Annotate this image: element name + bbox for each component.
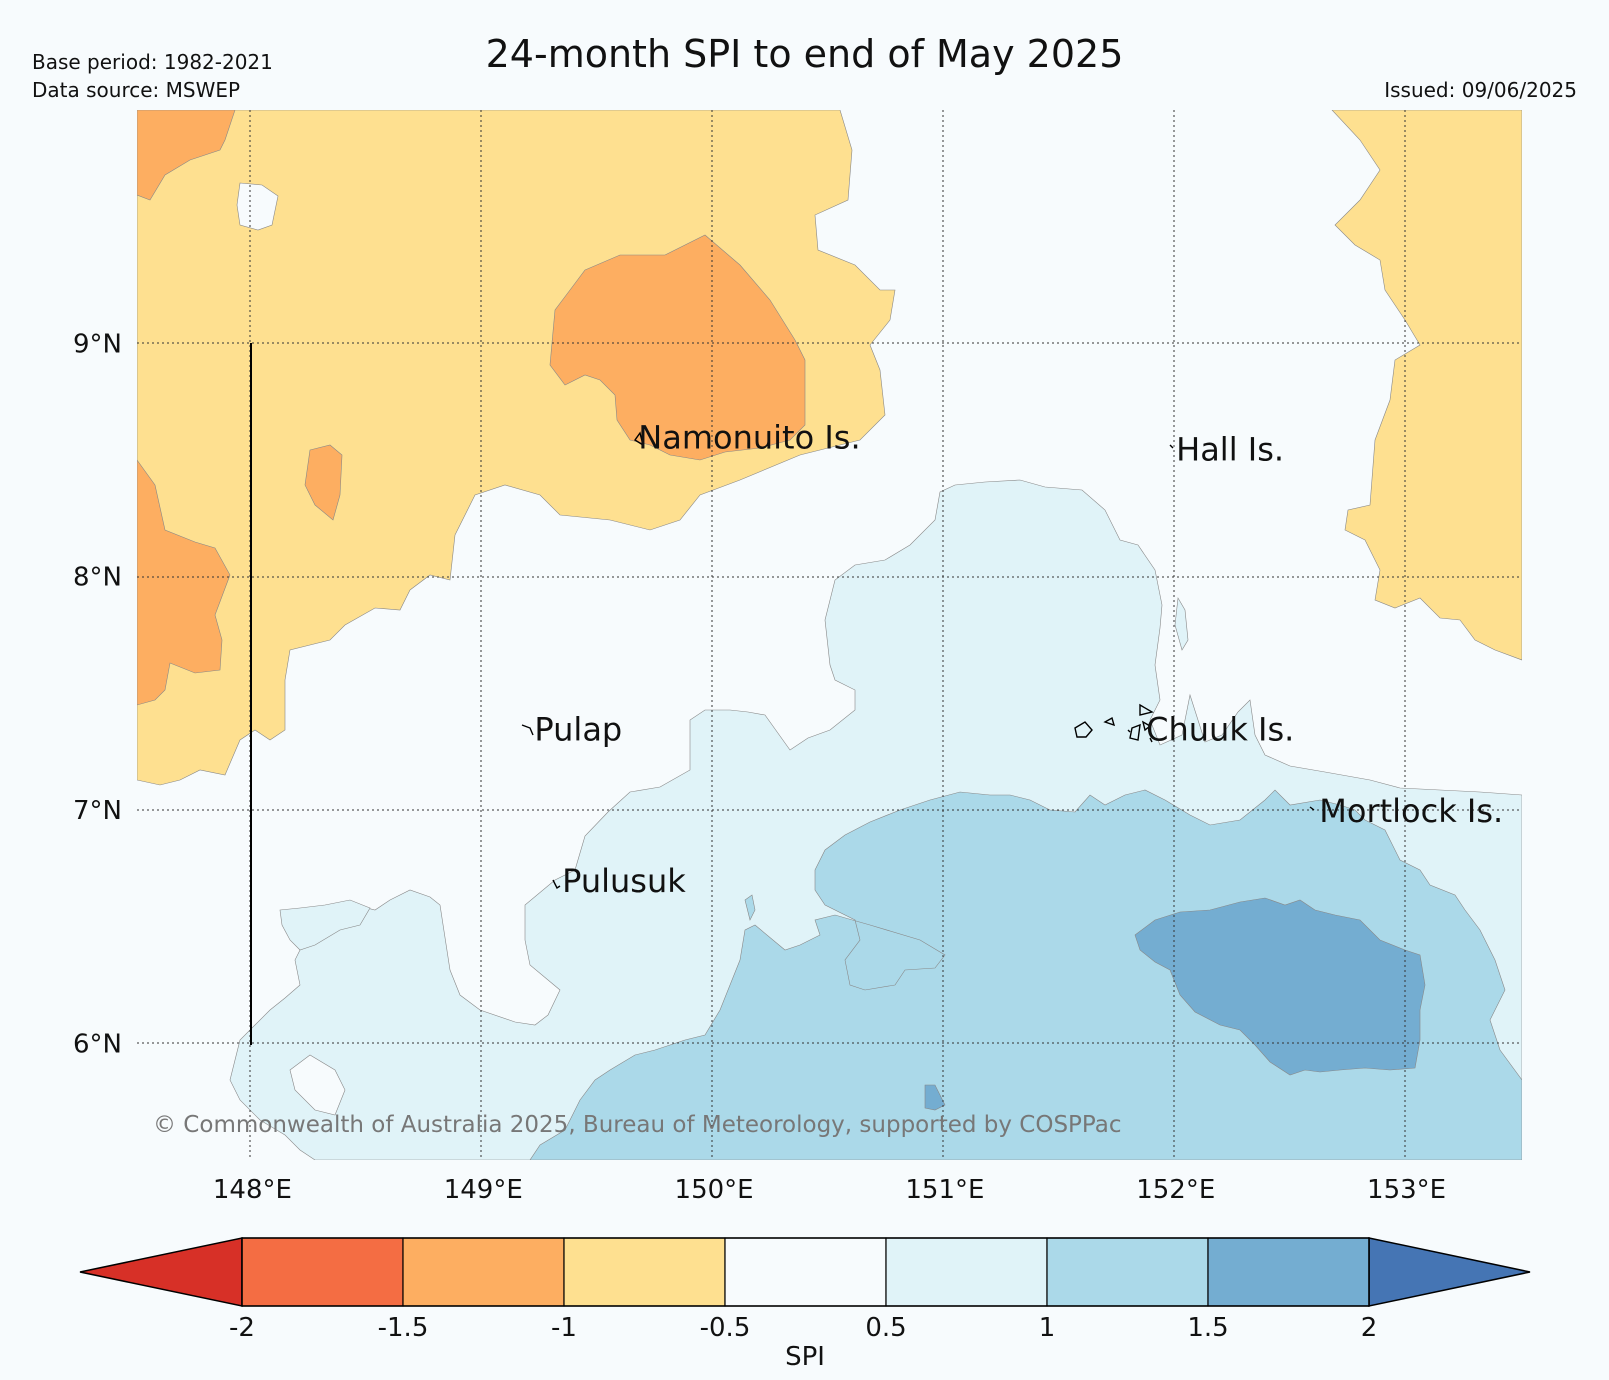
longitude-tick-labels: 148°E 149°E 150°E 151°E 152°E 153°E [213, 1175, 1446, 1205]
colorbar-tick-labels: -2 -1.5 -1 -0.5 0.5 1 1.5 2 [229, 1313, 1377, 1343]
wet-patch-small [1174, 597, 1189, 651]
lon-tick-label: 149°E [444, 1175, 523, 1205]
lon-tick-label: 150°E [675, 1175, 754, 1205]
colorbar-tick-label: -1.5 [378, 1313, 429, 1343]
drier-patch-northwest [137, 110, 236, 201]
spi-contour-layer: © Commonwealth of Australia 2025, Bureau… [137, 110, 1522, 1160]
data-source-note: Data source: MSWEP [32, 78, 241, 102]
lat-tick-label: 6°N [73, 1029, 122, 1059]
lat-tick-label: 7°N [73, 796, 122, 826]
colorbar-tick-label: -2 [229, 1313, 255, 1343]
wettest-area-southeast [1134, 897, 1426, 1076]
wetter-area-south [529, 789, 1522, 1160]
place-label: Hall Is. [1176, 430, 1284, 468]
drier-patch-namonuito [549, 234, 806, 461]
lat-tick-label: 9°N [73, 329, 122, 359]
issued-date: Issued: 09/06/2025 [1384, 78, 1577, 102]
place-label: Mortlock Is. [1319, 792, 1503, 830]
wettest-patch-small [924, 1084, 946, 1111]
colorbar-bins [241, 1237, 1370, 1307]
colorbar-tick-label: 0.5 [865, 1313, 906, 1343]
colorbar-bin [724, 1237, 887, 1307]
colorbar-tick-label: 1.5 [1187, 1313, 1228, 1343]
spi-colorbar: -2 -1.5 -1 -0.5 0.5 1 1.5 2 SPI [79, 1237, 1531, 1372]
base-period-note: Base period: 1982-2021 [32, 50, 273, 74]
copyright-notice: © Commonwealth of Australia 2025, Bureau… [153, 1112, 1122, 1138]
colorbar-under-triangle [79, 1237, 243, 1307]
colorbar-frame [241, 1237, 1370, 1307]
colorbar-bin [1046, 1237, 1209, 1307]
drier-patch-west-1 [304, 444, 343, 521]
map-title: 24-month SPI to end of May 2025 [485, 32, 1124, 76]
latitude-tick-labels: 9°N 8°N 7°N 6°N [73, 329, 122, 1059]
gridlines [137, 110, 1522, 1160]
colorbar-tick-label: 2 [1361, 1313, 1378, 1343]
place-label: Pulusuk [562, 862, 686, 900]
island-shapes [521, 431, 1315, 890]
colorbar-tick-label: -1 [551, 1313, 577, 1343]
colorbar-tick-label: -0.5 [700, 1313, 751, 1343]
dry-area-northeast [1331, 110, 1522, 661]
lon-tick-label: 151°E [905, 1175, 984, 1205]
colorbar-bin [885, 1237, 1048, 1307]
colorbar-bin [563, 1237, 726, 1307]
place-label: Chuuk Is. [1146, 710, 1294, 748]
lon-tick-label: 153°E [1367, 1175, 1446, 1205]
colorbar-bin [402, 1237, 565, 1307]
colorbar-tick-label: 1 [1039, 1313, 1056, 1343]
place-label: Namonuito Is. [638, 419, 860, 457]
colorbar-bin [1207, 1237, 1370, 1307]
place-label: Pulap [534, 710, 622, 748]
wetter-patch-small [744, 894, 756, 921]
drier-patch-west-2 [137, 459, 231, 706]
near-normal-pocket-south [289, 1054, 346, 1116]
colorbar-bin [241, 1237, 404, 1307]
colorbar-label: SPI [785, 1342, 825, 1372]
colorbar-over-triangle [1368, 1237, 1531, 1307]
lat-tick-label: 8°N [73, 563, 122, 593]
wet-patch-west [279, 899, 371, 951]
lon-tick-label: 148°E [213, 1175, 292, 1205]
lon-tick-label: 152°E [1136, 1175, 1215, 1205]
near-normal-pocket [236, 182, 279, 231]
place-labels: Namonuito Is. Hall Is. Pulap Chuuk Is. Mortl… [534, 419, 1503, 900]
